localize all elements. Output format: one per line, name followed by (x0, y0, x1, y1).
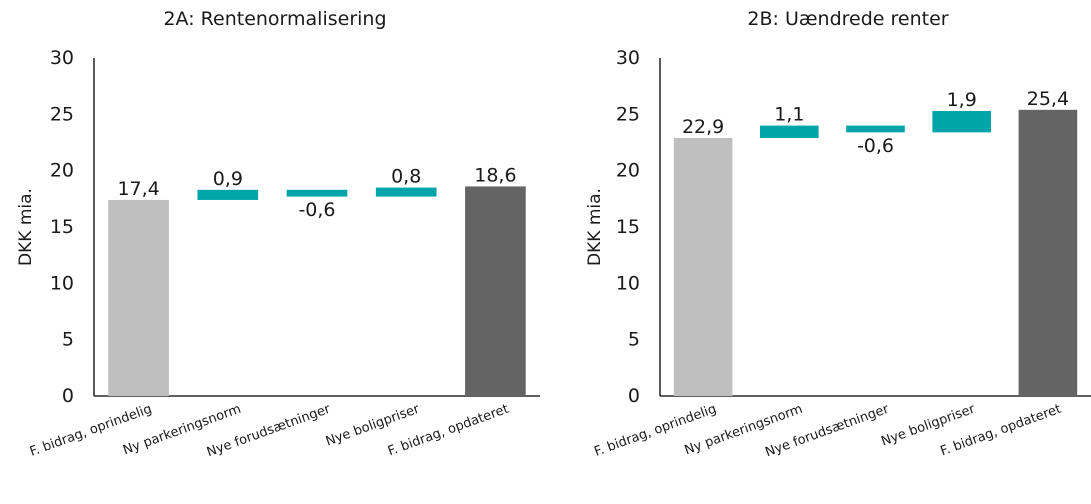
data-label: -0,6 (857, 135, 894, 157)
chart-title: 2A: Rentenormalisering (163, 8, 386, 30)
y-tick-label: 10 (616, 272, 640, 294)
y-tick-label: 0 (628, 385, 640, 407)
y-tick-label: 25 (50, 103, 74, 125)
data-label: 0,8 (391, 166, 421, 188)
data-label: 25,4 (1027, 88, 1069, 110)
y-tick-label: 10 (50, 272, 74, 294)
chart-title: 2B: Uændrede renter (747, 8, 948, 30)
data-label: 18,6 (474, 164, 516, 186)
y-tick-label: 30 (616, 47, 640, 69)
y-axis-label: DKK mia. (16, 188, 36, 266)
y-axis-label: DKK mia. (585, 188, 605, 266)
y-tick-label: 15 (50, 216, 74, 238)
delta-bar (197, 189, 259, 200)
y-tick-label: 20 (616, 160, 640, 182)
data-label: 0,9 (213, 168, 243, 190)
delta-bar (286, 189, 348, 197)
start-bar (673, 137, 733, 396)
data-label: 17,4 (117, 178, 159, 200)
end-bar (1018, 109, 1078, 397)
delta-bar (375, 187, 437, 197)
data-label: 1,1 (774, 104, 804, 126)
y-tick-label: 30 (50, 47, 74, 69)
data-label: 1,9 (947, 89, 977, 111)
delta-bar (932, 110, 992, 133)
y-tick-label: 25 (616, 103, 640, 125)
delta-bar (846, 125, 905, 133)
end-bar (465, 186, 526, 396)
y-tick-label: 20 (50, 160, 74, 182)
y-tick-label: 5 (628, 329, 640, 351)
data-label: 22,9 (682, 116, 724, 138)
delta-bar (759, 125, 819, 138)
data-label: -0,6 (298, 199, 335, 221)
y-tick-label: 15 (616, 216, 640, 238)
y-tick-label: 5 (62, 329, 74, 351)
y-tick-label: 0 (62, 385, 74, 407)
start-bar (108, 199, 169, 396)
